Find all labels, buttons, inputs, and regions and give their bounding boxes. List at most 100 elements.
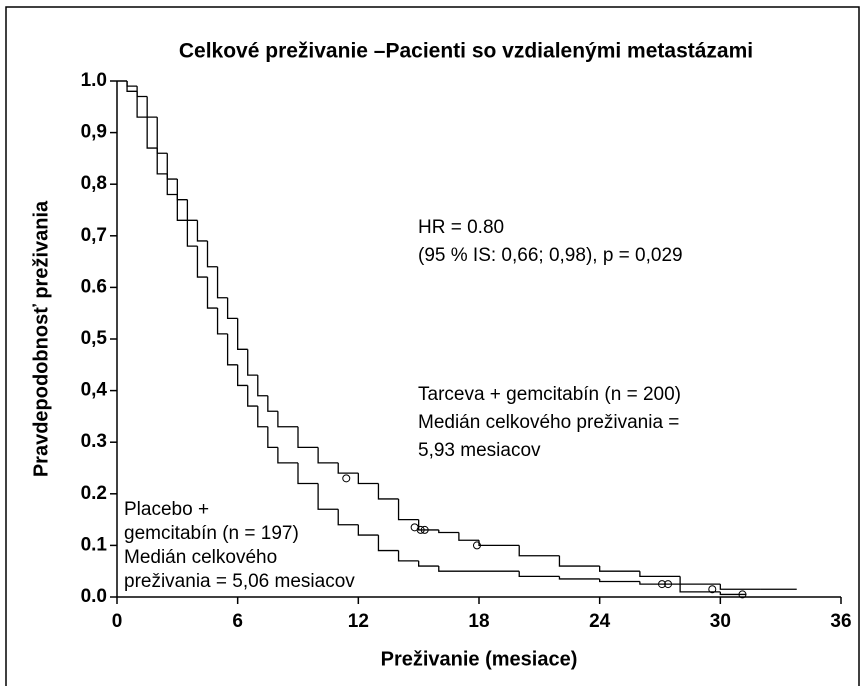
survival-step [267, 395, 278, 412]
survival-step [357, 473, 379, 485]
survival-step [257, 375, 268, 397]
y-tick-label: 0.3 [81, 431, 107, 452]
annotation: gemcitabín (n = 197) [124, 523, 299, 544]
survival-step [186, 220, 198, 247]
survival-step [438, 566, 479, 572]
survival-step [206, 240, 218, 268]
survival-step [518, 545, 560, 557]
survival-step [206, 277, 218, 309]
survival-step [337, 509, 359, 526]
survival-step [196, 220, 208, 242]
x-tick-label: 24 [589, 611, 611, 632]
annotation: 5,93 mesiacov [418, 440, 541, 461]
x-tick-label: 36 [830, 611, 851, 632]
y-tick-label: 0.0 [81, 586, 107, 607]
survival-step [186, 199, 198, 221]
censor-mark [342, 474, 351, 483]
survival-step [639, 581, 681, 585]
survival-step [639, 571, 681, 578]
survival-step [216, 266, 228, 299]
survival-step [277, 411, 298, 428]
survival-step [438, 529, 459, 534]
survival-step [458, 532, 479, 541]
survival-step [558, 576, 600, 580]
survival-step [126, 81, 138, 92]
chart-title: Celkové preživanie –Pacienti so vzdialen… [179, 40, 753, 63]
y-tick-label: 1.0 [81, 70, 107, 91]
survival-step [418, 519, 439, 531]
survival-step [377, 483, 399, 500]
frame [5, 6, 860, 686]
survival-step [679, 584, 721, 593]
survival-step [156, 148, 168, 175]
survival-step [237, 318, 248, 350]
survival-step [257, 406, 268, 428]
survival-step [297, 426, 319, 449]
x-tick-label: 12 [348, 611, 369, 632]
x-axis-label: Preživanie (mesiace) [381, 648, 578, 670]
annotation: Medián celkového [124, 547, 277, 568]
survival-step [679, 576, 721, 585]
survival-step [277, 447, 298, 464]
survival-step [136, 86, 148, 98]
x-tick-label: 30 [710, 611, 731, 632]
censor-mark [416, 525, 425, 534]
survival-step [176, 194, 188, 221]
y-tick-label: 0,4 [81, 380, 108, 401]
y-tick-label: 0.6 [81, 276, 107, 297]
survival-step [297, 462, 319, 485]
y-tick-label: 0,5 [81, 328, 108, 349]
survival-step [166, 173, 178, 196]
survival-step [558, 555, 600, 567]
survival-step [176, 179, 188, 201]
survival-step [237, 364, 248, 387]
y-tick-label: 0.1 [81, 534, 108, 555]
survival-step [599, 578, 640, 583]
survival-step [599, 566, 640, 572]
y-tick-label: 0,8 [81, 173, 107, 194]
censor-mark [472, 541, 481, 550]
annotation: Medián celkového preživania = [418, 412, 679, 433]
censor-mark [420, 525, 429, 534]
survival-step [478, 540, 520, 547]
y-axis-label: Pravdepodobnosť preživania [30, 200, 52, 477]
y-tick-label: 0,7 [81, 225, 107, 246]
survival-step [247, 349, 258, 376]
survival-step [418, 560, 439, 567]
survival-step [146, 96, 158, 118]
survival-step [719, 591, 747, 596]
y-tick-label: 0.2 [81, 483, 107, 504]
survival-step [317, 483, 339, 510]
x-tick-label: 0 [112, 611, 123, 632]
censor-mark [738, 590, 747, 599]
survival-step [247, 385, 258, 407]
survival-step [397, 498, 419, 521]
annotation: preživania = 5,06 mesiacov [124, 571, 355, 592]
survival-step [397, 550, 419, 562]
x-tick-label: 6 [232, 611, 243, 632]
survival-step [267, 426, 278, 449]
annotation: HR = 0.80 [418, 217, 504, 238]
annotation: (95 % IS: 0,66; 0,98), p = 0,029 [418, 245, 683, 266]
survival-step [719, 584, 761, 590]
censor-mark [708, 585, 717, 594]
survival-step [136, 91, 148, 118]
annotation: Tarceva + gemcitabín (n = 200) [418, 384, 681, 405]
survival-step [226, 297, 238, 320]
annotation: Placebo + [124, 499, 209, 520]
survival-step [337, 462, 359, 474]
x-tick-label: 18 [468, 611, 489, 632]
survival-step [166, 153, 178, 180]
y-tick-label: 0,9 [81, 122, 107, 143]
survival-step [156, 117, 168, 154]
survival-step [317, 447, 339, 464]
survival-step [518, 571, 560, 578]
survival-step [377, 535, 399, 552]
survival-step [357, 524, 379, 536]
survival-step [196, 246, 208, 278]
survival-step [226, 333, 238, 366]
survival-step [146, 117, 158, 149]
survival-step [126, 81, 138, 87]
